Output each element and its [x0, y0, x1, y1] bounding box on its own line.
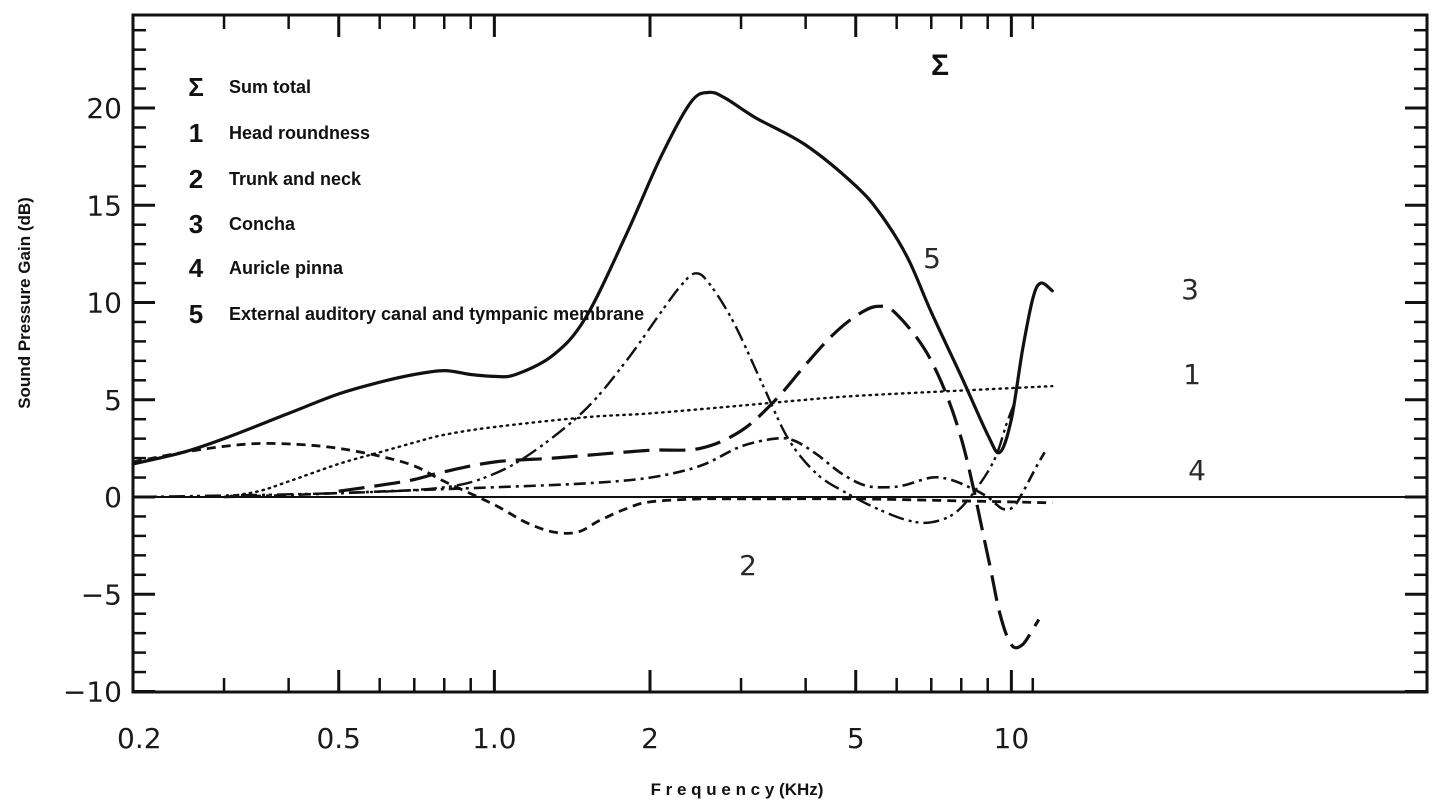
series-line-trunk [132, 442, 1053, 535]
legend-label-canal: External auditory canal and tympanic mem… [229, 304, 644, 324]
x-axis-title: F r e q u e n c y (KHz) [651, 780, 824, 799]
curve-label-concha: 3 [1181, 273, 1199, 306]
legend-symbol-head: 1 [189, 118, 203, 148]
legend-label-pinna: Auricle pinna [229, 258, 344, 278]
x-tick-label: 5 [847, 722, 865, 755]
axis-ticks [131, 15, 1427, 693]
legend-label-trunk: Trunk and neck [229, 169, 362, 189]
x-tick-label: 0.2 [117, 722, 162, 755]
legend-symbol-sum: Σ [188, 72, 204, 102]
y-tick-label: 15 [86, 189, 122, 222]
legend-symbol-trunk: 2 [189, 164, 203, 194]
plot-frame [131, 13, 1429, 694]
curve-label-sum: Σ [931, 49, 949, 82]
curve-labels: Σ 1 2 3 4 5 [739, 49, 1206, 582]
series-line-concha [338, 304, 1041, 650]
x-tick-label: 1.0 [472, 722, 517, 755]
series-line-canal [132, 272, 1017, 525]
curve-label-head: 1 [1183, 358, 1201, 391]
chart-curves [131, 90, 1054, 650]
x-tick-label: 2 [641, 722, 659, 755]
legend: Σ Sum total 1 Head roundness 2 Trunk and neck… [188, 72, 644, 329]
legend-label-sum: Sum total [229, 77, 311, 97]
y-axis-title: Sound Pressure Gain (dB) [15, 197, 34, 409]
curve-label-pinna: 4 [1188, 454, 1206, 487]
curve-label-trunk: 2 [739, 549, 757, 582]
legend-symbol-pinna: 4 [189, 253, 204, 283]
series-line-head [222, 384, 1054, 499]
legend-label-head: Head roundness [229, 123, 370, 143]
x-tick-label: 10 [994, 722, 1030, 755]
legend-symbol-canal: 5 [189, 299, 203, 329]
series-line-sum [131, 90, 1054, 466]
legend-label-concha: Concha [229, 214, 296, 234]
y-tick-label: 5 [104, 384, 122, 417]
y-tick-label: 20 [86, 92, 122, 125]
series-line-pinna [223, 436, 1046, 511]
y-tick-label: −10 [63, 676, 122, 709]
y-tick-label: 0 [104, 481, 122, 514]
y-tick-label: −5 [81, 578, 122, 611]
x-tick-label: 0.5 [316, 722, 361, 755]
curve-label-canal: 5 [923, 242, 941, 275]
legend-symbol-concha: 3 [189, 209, 203, 239]
y-tick-label: 10 [86, 287, 122, 320]
